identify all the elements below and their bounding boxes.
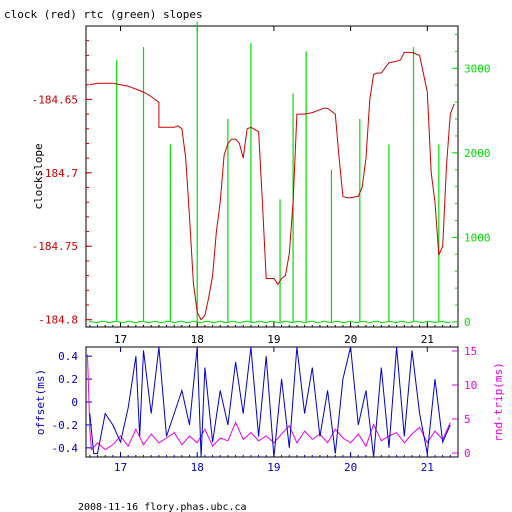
x-tick-label: 20 — [344, 461, 357, 474]
series-rtc-baseline — [89, 320, 451, 324]
y2-tick-label: 2000 — [464, 147, 491, 160]
y2-tick-label: 5 — [464, 413, 471, 426]
y-axis-label-offset: offset(ms) — [34, 369, 47, 435]
x-tick-label: 21 — [421, 461, 434, 474]
series-rndtrip-line — [87, 354, 451, 451]
y2-axis-label-rndtrip: rnd-trip(ms) — [492, 362, 505, 441]
series-clock-line — [89, 51, 455, 321]
y2-tick-label: 3000 — [464, 62, 491, 75]
y2-tick-label: 0 — [464, 447, 471, 460]
y-tick-label: -184.8 — [38, 314, 78, 327]
x-tick-label: 19 — [267, 461, 280, 474]
footer-text: 2008-11-16 flory.phas.ubc.ca — [78, 502, 247, 512]
chart-title: clock (red) rtc (green) slopes — [4, 8, 203, 21]
x-tick-label: 18 — [191, 461, 204, 474]
y2-tick-label: 10 — [464, 379, 477, 392]
x-tick-label: 17 — [114, 333, 127, 346]
slopes-plot-frame — [85, 25, 459, 328]
y2-tick-label: 1000 — [464, 231, 491, 244]
y-tick-label: 0.4 — [58, 350, 78, 363]
y-tick-label: -0.2 — [52, 419, 79, 432]
slopes-panel: clockslope 17 18 19 20 21 -184.65 -184.7 -184.7… — [32, 21, 491, 346]
y-tick-label: -0.4 — [52, 442, 79, 455]
y-tick-label: 0 — [71, 396, 78, 409]
series-offset-line — [89, 346, 451, 458]
y-tick-label: 0.2 — [58, 373, 78, 386]
x-tick-label: 18 — [191, 333, 204, 346]
y-tick-label: -184.7 — [38, 167, 78, 180]
x-tick-label: 20 — [344, 333, 357, 346]
y-axis-label-clockslope: clockslope — [32, 143, 45, 209]
offset-panel: offset(ms) rnd-trip(ms) 17 18 19 20 21 0.4 0.2… — [34, 345, 505, 474]
x-tick-label: 19 — [267, 333, 280, 346]
y2-tick-label: 15 — [464, 345, 477, 358]
x-tick-label: 21 — [421, 333, 434, 346]
y-tick-label: -184.75 — [32, 240, 78, 253]
y-tick-label: -184.65 — [32, 93, 78, 106]
x-tick-label: 17 — [114, 461, 127, 474]
y2-tick-label: 0 — [464, 316, 471, 329]
